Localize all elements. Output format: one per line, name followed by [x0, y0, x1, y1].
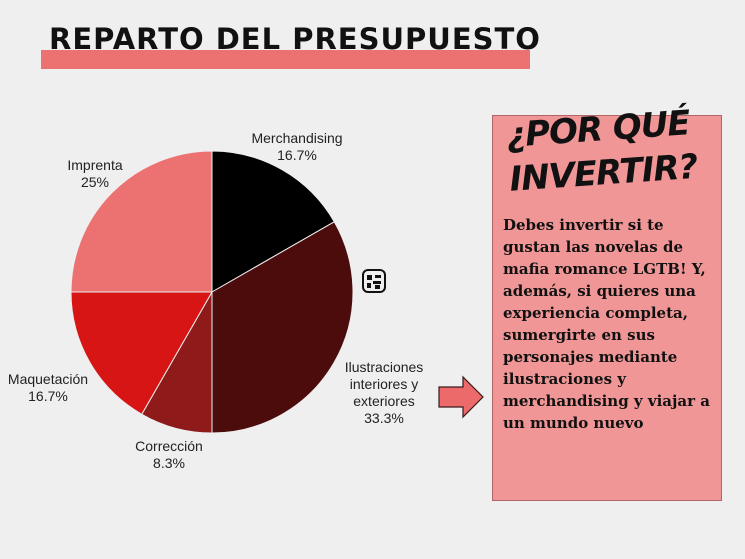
slice-label-ilustraciones: Ilustraciones interiores y exteriores 33…: [338, 359, 430, 427]
pie-slice-0: [211, 150, 335, 293]
panel-text: Debes invertir si te gustan las novelas …: [503, 216, 710, 432]
why-invest-panel: ¿POR QUÉ INVERTIR? Debes invertir si te …: [492, 103, 722, 501]
slice-percent: 33.3%: [364, 410, 404, 426]
pie-slice-1: [211, 221, 354, 434]
panel-title: ¿POR QUÉ INVERTIR?: [505, 103, 699, 200]
slice-percent: 25%: [80, 174, 110, 190]
slice-name: Corrección: [135, 438, 203, 454]
right-arrow-icon: [438, 375, 484, 419]
slice-percent: 8.3%: [153, 455, 185, 471]
robot-face-icon: [362, 269, 386, 293]
slice-label-merchandising: Merchandising 16.7%: [245, 130, 349, 164]
title-underline: [41, 50, 530, 69]
slice-label-maquetacion: Maquetación 16.7%: [2, 371, 94, 405]
slice-label-correccion: Corrección 8.3%: [124, 438, 214, 472]
slice-name: Ilustraciones interiores y exteriores: [344, 359, 424, 409]
slice-name: Imprenta: [67, 157, 123, 173]
pie-slice-4: [70, 150, 213, 293]
slice-name: Maquetación: [7, 371, 89, 387]
pie-slice-3: [70, 291, 213, 415]
page-title: REPARTO DEL PRESUPUESTO: [49, 22, 541, 56]
slice-percent: 16.7%: [277, 147, 317, 163]
slice-name: Merchandising: [251, 130, 343, 146]
slice-percent: 16.7%: [28, 388, 68, 404]
slice-label-imprenta: Imprenta 25%: [60, 157, 130, 191]
